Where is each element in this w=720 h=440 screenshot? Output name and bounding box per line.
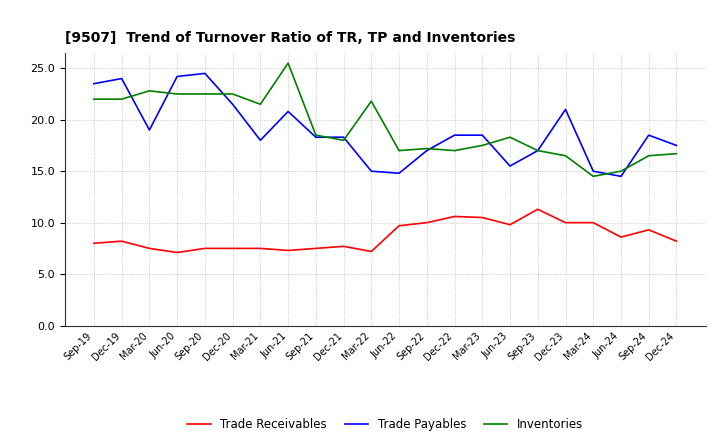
- Trade Receivables: [145, 246, 154, 251]
- Inventories: [284, 60, 292, 66]
- Inventories: [534, 148, 542, 153]
- Inventories: [173, 92, 181, 97]
- Trade Receivables: [395, 223, 403, 228]
- Trade Receivables: [589, 220, 598, 225]
- Trade Payables: [89, 81, 98, 86]
- Inventories: [505, 135, 514, 140]
- Trade Payables: [145, 127, 154, 132]
- Trade Receivables: [228, 246, 237, 251]
- Trade Receivables: [672, 238, 681, 244]
- Inventories: [145, 88, 154, 94]
- Trade Payables: [672, 143, 681, 148]
- Inventories: [312, 132, 320, 138]
- Trade Receivables: [644, 227, 653, 232]
- Trade Payables: [644, 132, 653, 138]
- Line: Trade Receivables: Trade Receivables: [94, 209, 677, 253]
- Trade Receivables: [312, 246, 320, 251]
- Inventories: [228, 92, 237, 97]
- Trade Payables: [284, 109, 292, 114]
- Inventories: [117, 96, 126, 102]
- Inventories: [256, 102, 265, 107]
- Trade Payables: [201, 71, 210, 76]
- Trade Receivables: [423, 220, 431, 225]
- Trade Receivables: [89, 241, 98, 246]
- Trade Payables: [589, 169, 598, 174]
- Trade Receivables: [561, 220, 570, 225]
- Inventories: [450, 148, 459, 153]
- Inventories: [589, 174, 598, 179]
- Inventories: [367, 99, 376, 104]
- Trade Receivables: [616, 235, 625, 240]
- Trade Receivables: [201, 246, 210, 251]
- Trade Payables: [561, 107, 570, 112]
- Inventories: [672, 151, 681, 156]
- Trade Receivables: [478, 215, 487, 220]
- Text: [9507]  Trend of Turnover Ratio of TR, TP and Inventories: [9507] Trend of Turnover Ratio of TR, TP…: [65, 31, 516, 45]
- Trade Receivables: [450, 214, 459, 219]
- Trade Payables: [450, 132, 459, 138]
- Trade Payables: [339, 135, 348, 140]
- Trade Receivables: [505, 222, 514, 227]
- Line: Inventories: Inventories: [94, 63, 677, 176]
- Inventories: [478, 143, 487, 148]
- Inventories: [561, 153, 570, 158]
- Trade Payables: [117, 76, 126, 81]
- Inventories: [89, 96, 98, 102]
- Inventories: [644, 153, 653, 158]
- Inventories: [339, 138, 348, 143]
- Trade Payables: [256, 138, 265, 143]
- Trade Receivables: [173, 250, 181, 255]
- Trade Payables: [312, 135, 320, 140]
- Inventories: [201, 92, 210, 97]
- Trade Payables: [534, 148, 542, 153]
- Inventories: [423, 146, 431, 151]
- Trade Receivables: [534, 207, 542, 212]
- Trade Payables: [173, 74, 181, 79]
- Trade Receivables: [117, 238, 126, 244]
- Trade Payables: [228, 102, 237, 107]
- Trade Receivables: [256, 246, 265, 251]
- Trade Receivables: [367, 249, 376, 254]
- Trade Payables: [395, 171, 403, 176]
- Trade Payables: [478, 132, 487, 138]
- Trade Payables: [423, 148, 431, 153]
- Line: Trade Payables: Trade Payables: [94, 73, 677, 176]
- Trade Payables: [505, 163, 514, 169]
- Trade Payables: [616, 174, 625, 179]
- Trade Receivables: [339, 244, 348, 249]
- Trade Receivables: [284, 248, 292, 253]
- Trade Payables: [367, 169, 376, 174]
- Inventories: [616, 169, 625, 174]
- Inventories: [395, 148, 403, 153]
- Legend: Trade Receivables, Trade Payables, Inventories: Trade Receivables, Trade Payables, Inven…: [182, 413, 588, 436]
